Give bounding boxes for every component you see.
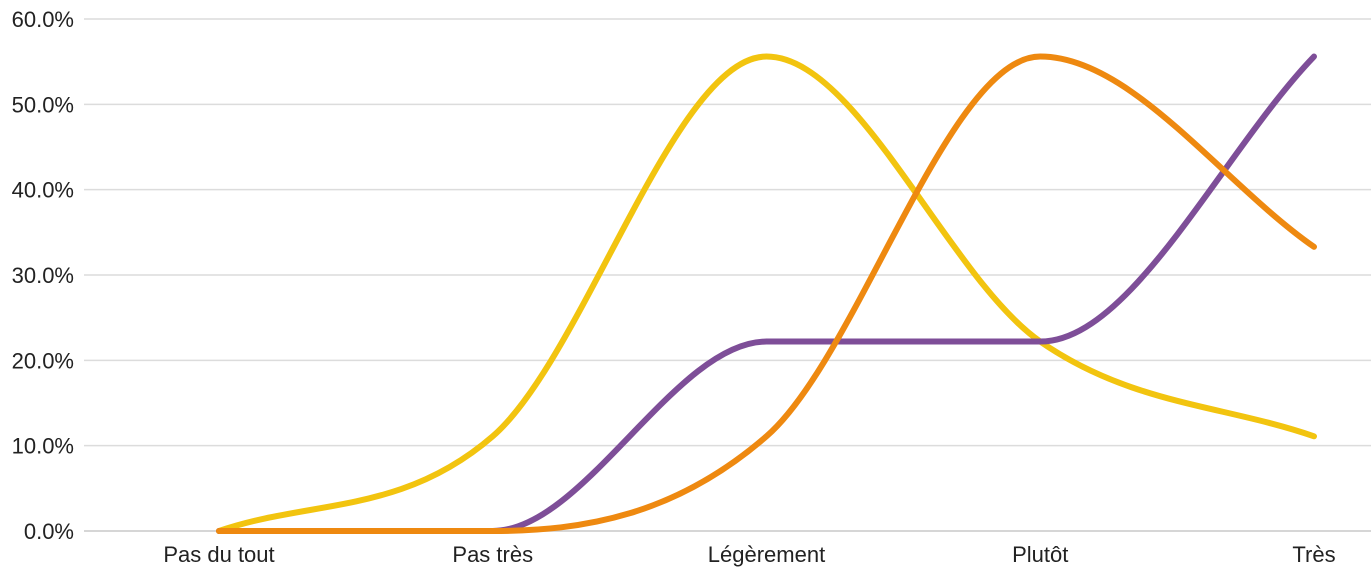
y-tick-label: 40.0% [12, 178, 74, 203]
y-axis-ticks: 0.0% 10.0% 20.0% 30.0% 40.0% 50.0% 60.0% [12, 7, 74, 544]
x-tick-label: Très [1292, 542, 1335, 567]
y-tick-label: 50.0% [12, 92, 74, 117]
series-line-2 [216, 53, 1317, 535]
y-tick-label: 20.0% [12, 348, 74, 373]
x-tick-label: Légèrement [708, 542, 825, 567]
x-tick-label: Pas très [452, 542, 533, 567]
grid-layer [84, 18, 1371, 532]
x-tick-label: Pas du tout [163, 542, 274, 567]
x-axis-ticks: Pas du tout Pas très Légèrement Plutôt Très [163, 542, 1335, 567]
x-tick-label: Plutôt [1012, 542, 1068, 567]
series-line-1 [216, 53, 1317, 534]
y-tick-label: 30.0% [12, 263, 74, 288]
y-tick-label: 10.0% [12, 434, 74, 459]
y-tick-label: 0.0% [24, 519, 74, 544]
series-layer [216, 53, 1317, 535]
y-tick-label: 60.0% [12, 7, 74, 32]
series-line-3 [216, 53, 1317, 535]
